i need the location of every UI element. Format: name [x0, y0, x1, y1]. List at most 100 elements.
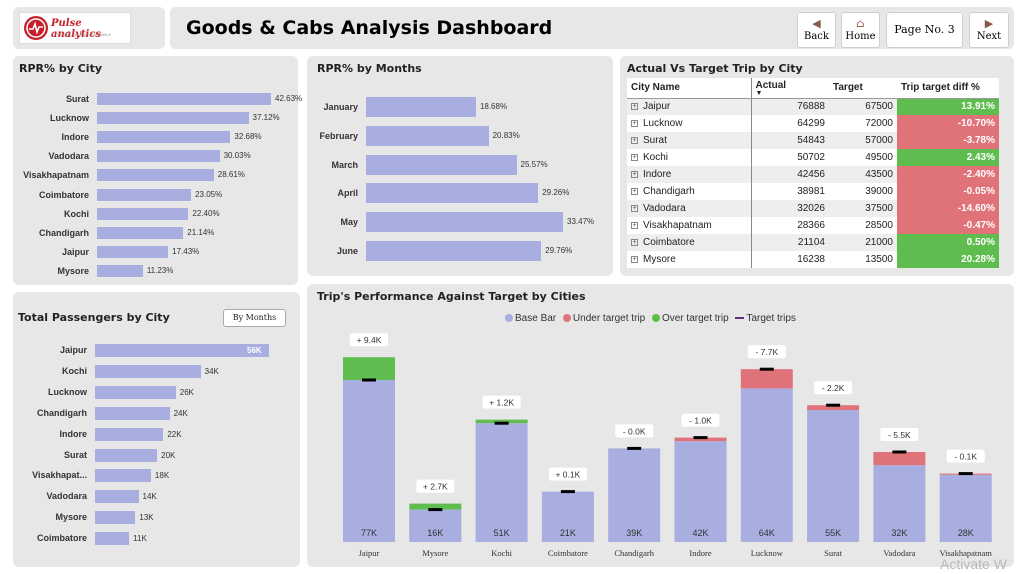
base-bar[interactable] [873, 465, 926, 542]
passengers-value: 34K [204, 366, 219, 376]
target-cell: 13500 [829, 251, 897, 268]
table-row[interactable]: + Vadodara 32026 37500 -14.60% [627, 200, 999, 217]
rpr-city-bar[interactable] [97, 131, 231, 144]
under-target-bar[interactable] [674, 437, 727, 442]
rpr-city-title: RPR% by City [19, 62, 102, 75]
rpr-city-bar[interactable] [97, 188, 192, 201]
expand-icon[interactable]: + [631, 238, 638, 246]
actual-target-title: Actual Vs Target Trip by City [627, 62, 803, 75]
legend-target[interactable]: Target trips [746, 313, 796, 324]
diff-label: - 7.7K [755, 347, 778, 357]
base-value-label: 51K [494, 528, 510, 538]
page-number-button[interactable]: Page No. 3 [886, 12, 963, 48]
diff-cell: -2.40% [897, 166, 999, 183]
rpr-month-bar[interactable] [366, 97, 476, 117]
base-bar[interactable] [807, 410, 860, 542]
expand-icon[interactable]: + [631, 204, 638, 212]
passengers-bar[interactable] [95, 448, 158, 462]
table-row[interactable]: + Kochi 50702 49500 2.43% [627, 149, 999, 166]
col-target[interactable]: Target [829, 78, 897, 99]
diff-cell: -0.47% [897, 217, 999, 234]
rpr-city-bar[interactable] [97, 245, 169, 258]
legend-base[interactable]: Base Bar [515, 313, 557, 324]
expand-icon[interactable]: + [631, 187, 638, 195]
expand-icon[interactable]: + [631, 255, 638, 263]
rpr-city-bar[interactable] [97, 150, 220, 163]
table-row[interactable]: + Indore 42456 43500 -2.40% [627, 166, 999, 183]
legend-over[interactable]: Over target trip [661, 313, 729, 324]
expand-icon[interactable]: + [631, 221, 638, 229]
logo: Pulse analytics VISUALIZE THE INVISIBLE [19, 12, 131, 44]
home-button[interactable]: ⌂ Home [841, 12, 880, 48]
next-button[interactable]: ▶ Next [969, 12, 1009, 48]
by-months-button[interactable]: By Months [223, 309, 286, 327]
base-bar[interactable] [409, 509, 462, 542]
over-target-bar[interactable] [343, 357, 395, 380]
over-target-bar[interactable] [409, 503, 462, 510]
passengers-bar[interactable] [95, 344, 269, 357]
under-target-bar[interactable] [873, 452, 926, 466]
performance-chart: 77K + 9.4K Jaipur 16K + 2.7K Mysore 51K + 1.2K K… [343, 333, 992, 558]
expand-icon[interactable]: + [631, 153, 638, 161]
rpr-city-bar[interactable] [97, 93, 271, 105]
passengers-bar[interactable] [95, 490, 139, 504]
under-target-bar[interactable] [807, 405, 860, 410]
table-row[interactable]: + Lucknow 64299 72000 -10.70% [627, 115, 999, 132]
col-actual[interactable]: Actual ▼ [750, 78, 829, 99]
passengers-value: 14K [142, 492, 157, 502]
legend-under-swatch [562, 314, 571, 323]
base-bar[interactable] [343, 380, 395, 542]
actual-cell: 32026 [750, 200, 829, 217]
diff-cell: -0.05% [897, 183, 999, 200]
actual-cell: 38981 [750, 183, 829, 200]
rpr-month-bar[interactable] [366, 241, 542, 261]
passengers-bar[interactable] [95, 469, 151, 483]
city-cell: + Vadodara [627, 200, 751, 217]
col-city-name[interactable]: City Name [627, 78, 751, 99]
table-row[interactable]: + Coimbatore 21104 21000 0.50% [627, 234, 999, 251]
city-cell: + Mysore [627, 251, 751, 268]
rpr-city-bar[interactable] [97, 226, 184, 239]
expand-icon[interactable]: + [631, 103, 638, 111]
passengers-bar[interactable] [95, 406, 170, 420]
legend-over-swatch [651, 314, 660, 323]
table-row[interactable]: + Chandigarh 38981 39000 -0.05% [627, 183, 999, 200]
rpr-month-bar[interactable] [366, 212, 563, 233]
table-row[interactable]: + Jaipur 76888 67500 13.91% [627, 98, 999, 115]
rpr-month-bar[interactable] [366, 183, 539, 204]
passengers-bar[interactable] [95, 532, 130, 546]
category-label: Vadodara [883, 548, 915, 558]
performance-panel: Trip's Performance Against Target by Cit… [307, 284, 1014, 567]
back-button[interactable]: ◀ Back [797, 12, 836, 48]
expand-icon[interactable]: + [631, 170, 638, 178]
rpr-city-bar[interactable] [97, 264, 143, 277]
rpr-month-bar[interactable] [366, 154, 517, 175]
base-value-label: 16K [427, 528, 443, 538]
base-bar[interactable] [541, 491, 594, 542]
city-name: Kochi [643, 152, 669, 163]
passengers-bar[interactable] [95, 364, 201, 378]
over-target-bar[interactable] [475, 419, 528, 424]
under-target-bar[interactable] [740, 369, 793, 389]
base-bar[interactable] [939, 474, 992, 542]
table-row[interactable]: + Visakhapatnam 28366 28500 -0.47% [627, 217, 999, 234]
base-bar[interactable] [674, 441, 727, 542]
table-row[interactable]: + Mysore 16238 13500 20.28% [627, 251, 999, 268]
base-bar[interactable] [475, 423, 528, 542]
diff-label-box [416, 479, 455, 493]
passengers-bar[interactable] [95, 427, 164, 441]
table-row[interactable]: + Surat 54843 57000 -3.78% [627, 132, 999, 149]
passengers-bar[interactable] [95, 511, 136, 525]
rpr-city-bar[interactable] [97, 169, 214, 182]
col-diff[interactable]: Trip target diff % [897, 78, 999, 99]
rpr-city-bar[interactable] [97, 112, 249, 125]
expand-icon[interactable]: + [631, 136, 638, 144]
passengers-bar[interactable] [95, 385, 176, 399]
rpr-month-bar[interactable] [366, 125, 489, 146]
base-bar[interactable] [740, 388, 793, 542]
expand-icon[interactable]: + [631, 119, 638, 127]
base-bar[interactable] [608, 448, 661, 542]
page-number-label: Page No. 3 [894, 23, 955, 36]
rpr-city-bar[interactable] [97, 207, 189, 220]
legend-under[interactable]: Under target trip [572, 313, 646, 324]
